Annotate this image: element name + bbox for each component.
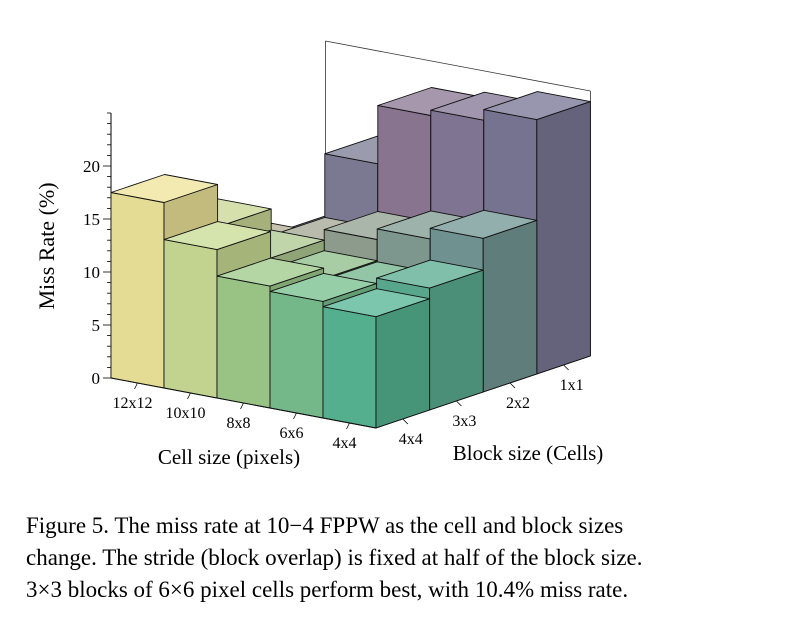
caption-line-1: Figure 5. The miss rate at 10−4 FPPW as … [26, 513, 624, 538]
cell-size-tick [134, 382, 138, 390]
cell-size-tick-label: 4x4 [333, 435, 357, 452]
z-axis-label: Miss Rate (%) [34, 182, 59, 309]
bar-4x4-4x4 [322, 288, 431, 429]
bar-chart-3d: 0 5 10 15 20 12x12 10x10 8x8 6x6 4x4 4x4 3x3 2x2 1x… [34, 40, 603, 469]
y-axis-label: Block size (Cells) [453, 441, 603, 465]
block-size-ticks: 4x4 3x3 2x2 1x1 [399, 364, 584, 448]
z-tick-label: 20 [83, 157, 100, 176]
bar-front-face [322, 306, 377, 429]
cell-size-tick-label: 6x6 [280, 425, 304, 442]
z-tick-label: 0 [92, 369, 101, 388]
bar-front-face [216, 275, 271, 409]
caption-line-2: change. The stride (block overlap) is fi… [26, 545, 643, 570]
cell-size-tick [240, 402, 244, 410]
bar-top-face [322, 288, 431, 318]
cell-size-tick [293, 412, 297, 420]
bars-group [110, 87, 591, 429]
block-size-tick-label: 1x1 [560, 377, 584, 394]
bar-top-face [216, 257, 325, 287]
cell-size-tick [187, 392, 191, 400]
z-tick-label: 10 [83, 263, 100, 282]
bar-top-face [429, 209, 538, 239]
block-size-tick [402, 418, 409, 425]
cell-size-tick-label: 8x8 [227, 415, 251, 432]
cell-size-tick [346, 422, 350, 430]
caption-line-3: 3×3 blocks of 6×6 pixel cells perform be… [26, 577, 629, 602]
figure-caption: Figure 5. The miss rate at 10−4 FPPW as … [26, 510, 766, 606]
z-tick-label: 5 [92, 316, 101, 335]
block-size-tick-label: 2x2 [506, 395, 530, 412]
z-tick-label: 15 [83, 210, 100, 229]
cell-size-ticks: 12x12 10x10 8x8 6x6 4x4 [113, 382, 357, 452]
x-axis-label: Cell size (pixels) [158, 445, 300, 469]
bar-side-face [536, 101, 591, 375]
bar-front-face [110, 192, 165, 389]
bar-front-face [163, 239, 218, 399]
z-axis: 0 5 10 15 20 [83, 112, 112, 388]
cell-size-tick-label: 10x10 [166, 405, 206, 422]
block-size-tick-label: 4x4 [399, 431, 423, 448]
plot-box-back-edge [325, 40, 591, 92]
bar-top-face [110, 174, 219, 203]
block-size-tick [509, 382, 516, 389]
plot-box-front-edge [375, 355, 591, 429]
block-size-tick-label: 3x3 [452, 413, 476, 430]
block-size-tick [563, 364, 569, 371]
bar-front-face [269, 290, 324, 419]
bar-top-face [376, 259, 484, 289]
bar-side-face [429, 269, 484, 411]
bar-side-face [482, 219, 538, 393]
bar-top-face [269, 272, 378, 302]
cell-size-tick-label: 12x12 [113, 395, 153, 412]
bar-top-face [163, 221, 272, 251]
bar-top-face [483, 91, 591, 121]
block-size-tick [456, 400, 462, 407]
bar-side-face [375, 298, 431, 429]
